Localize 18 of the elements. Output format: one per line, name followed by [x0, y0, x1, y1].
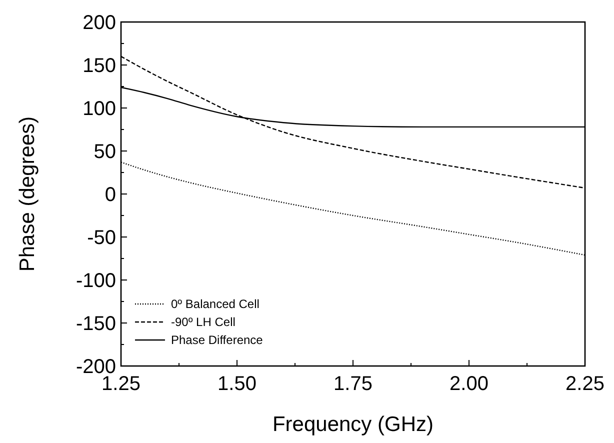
legend-label: -90º LH Cell: [171, 315, 236, 330]
y-axis-title: Phase (degrees): [16, 116, 39, 272]
x-tick-label: 1.75: [334, 373, 372, 395]
x-tick-label: 1.25: [102, 373, 140, 395]
y-tick-label: -50: [87, 227, 116, 249]
x-tick-label: 1.50: [218, 373, 256, 395]
y-tick-label: 100: [82, 98, 116, 120]
legend-label: Phase Difference: [171, 333, 264, 348]
legend-label: 0º Balanced Cell: [171, 297, 260, 312]
y-tick-label: 150: [82, 55, 116, 77]
x-axis-title: Frequency (GHz): [272, 413, 434, 436]
x-tick-label: 2.25: [566, 373, 604, 395]
y-tick-label: -150: [76, 313, 116, 335]
x-tick-label: 2.00: [450, 373, 488, 395]
y-tick-label: 200: [82, 12, 116, 34]
y-tick-label: 0: [104, 184, 116, 206]
y-tick-label: -100: [76, 270, 116, 292]
y-tick-label: 50: [94, 141, 116, 163]
